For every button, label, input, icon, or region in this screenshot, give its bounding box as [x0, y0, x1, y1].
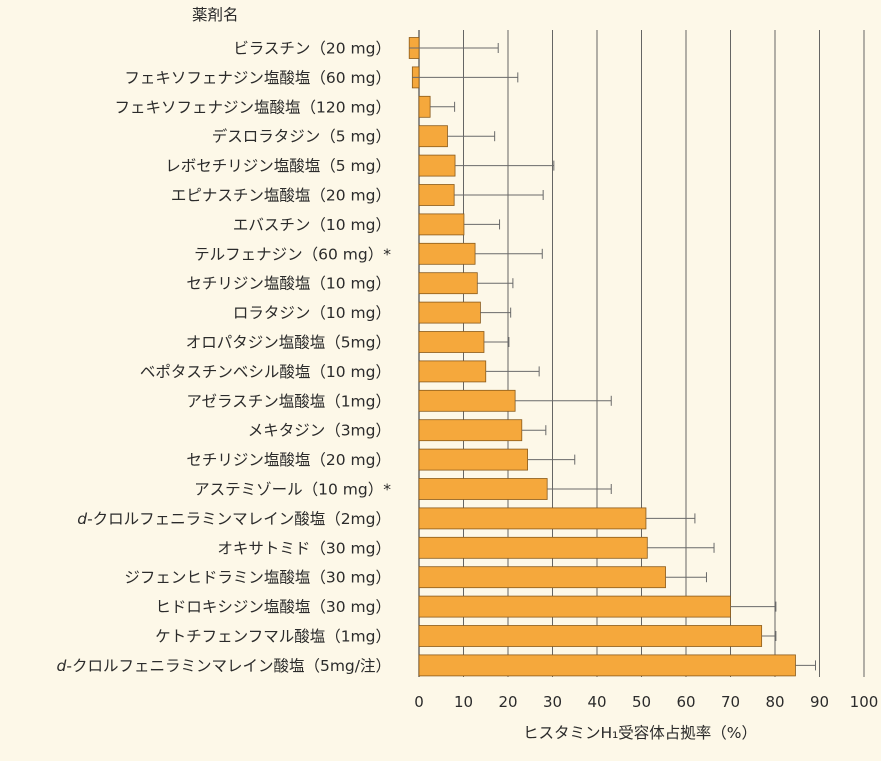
bar-layer: [408, 37, 796, 677]
category-label-6: エバスチン（10 mg）: [233, 216, 391, 234]
bar-21: [418, 654, 796, 677]
category-label-14: セチリジン塩酸塩（20 mg）: [186, 451, 391, 469]
category-label-13: メキタジン（3mg）: [248, 422, 391, 440]
category-label-2: フェキソフェナジン塩酸塩（120 mg）: [115, 98, 391, 116]
bar-7: [418, 242, 476, 265]
bar-15: [418, 478, 548, 500]
x-axis-title: ヒスタミンH₁受容体占拠率（%）: [523, 724, 757, 742]
category-header: 薬剤名: [192, 6, 239, 24]
bar-6: [418, 213, 465, 236]
bar-16: [418, 507, 647, 530]
x-tick-label-80: 80: [765, 693, 784, 711]
category-label-12: アゼラスチン塩酸塩（1mg）: [186, 392, 391, 410]
x-tick-label-70: 70: [721, 693, 740, 711]
x-tick-label-90: 90: [810, 693, 829, 711]
category-label-8: セチリジン塩酸塩（10 mg）: [186, 275, 391, 293]
category-label-15: アステミゾール（10 mg）*: [194, 481, 391, 499]
x-tick-label-50: 50: [632, 693, 651, 711]
category-label-19: ヒドロキシジン塩酸塩（30 mg）: [155, 598, 391, 616]
bar-14: [418, 448, 528, 471]
bar-20: [418, 625, 763, 647]
bar-19: [418, 595, 731, 618]
category-label-18: ジフェンヒドラミン塩酸塩（30 mg）: [124, 569, 391, 587]
x-tick-label-10: 10: [454, 693, 473, 711]
tick-label-layer: 0 10 20 30 40 50 60 70 80 90 100: [414, 693, 878, 711]
x-tick-label-100: 100: [850, 693, 879, 711]
bar-18: [418, 566, 666, 589]
category-label-9: ロラタジン（10 mg）: [233, 304, 391, 322]
bar-2: [418, 95, 431, 118]
bar-12: [418, 389, 516, 412]
bar-5: [418, 184, 455, 206]
category-label-11: ベポタスチンベシル酸塩（10 mg）: [140, 363, 391, 381]
category-label-5: エピナスチン塩酸塩（20 mg）: [171, 187, 391, 205]
bar-9: [418, 301, 481, 324]
x-tick-label-0: 0: [414, 693, 424, 711]
category-label-21: d-クロルフェニラミンマレイン酸塩（5mg/注）: [57, 657, 391, 675]
category-label-7: テルフェナジン（60 mg）*: [194, 245, 391, 263]
category-label-0: ビラスチン（20 mg）: [233, 40, 391, 58]
error-bar-layer: [409, 43, 816, 671]
bar-17: [418, 536, 648, 559]
bar-8: [418, 272, 478, 295]
bar-13: [418, 419, 523, 442]
x-tick-label-60: 60: [676, 693, 695, 711]
category-label-16: d-クロルフェニラミンマレイン酸塩（2mg）: [77, 510, 391, 528]
x-tick-label-20: 20: [498, 693, 517, 711]
bar-3: [418, 125, 448, 148]
category-label-20: ケトチフェンフマル酸塩（1mg）: [155, 628, 391, 646]
category-label-17: オキサトミド（30 mg）: [217, 539, 391, 557]
x-tick-label-40: 40: [587, 693, 606, 711]
category-label-3: デスロラタジン（5 mg）: [212, 127, 391, 146]
category-label-layer: ビラスチン（20 mg） フェキソフェナジン塩酸塩（60 mg） フェキソフェナジン…: [57, 40, 392, 675]
bar-11: [418, 360, 487, 383]
x-tick-label-30: 30: [543, 693, 562, 711]
bar-4: [418, 154, 456, 177]
category-label-1: フェキソフェナジン塩酸塩（60 mg）: [124, 69, 391, 87]
category-label-10: オロパタジン塩酸塩（5mg）: [186, 334, 391, 352]
grid-layer: [418, 30, 865, 677]
bar-10: [418, 331, 485, 353]
category-label-4: レボセチリジン塩酸塩（5 mg）: [165, 157, 391, 175]
